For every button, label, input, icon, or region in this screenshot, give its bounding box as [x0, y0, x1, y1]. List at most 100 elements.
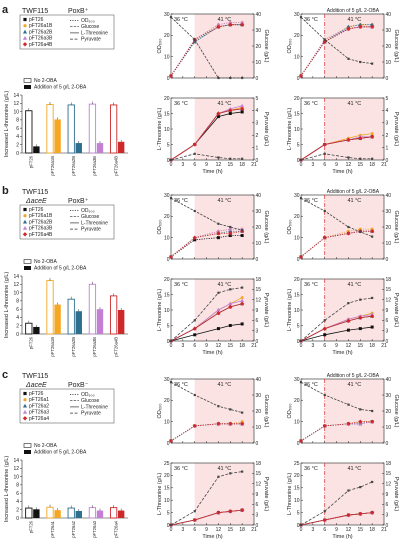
panel-a-top-right_panel-ytick-right-label: 0: [386, 76, 389, 82]
panel-b-top-left_panel-temp-low-label: 36 °C: [174, 198, 188, 204]
panel-a-bottom-left_panel-ytick-right-label: 1: [256, 145, 259, 151]
panel-a-top-right_panel-series-4-point: [370, 24, 375, 29]
panel-a-bottom-left_panel-xlabel: Time (h): [202, 169, 222, 175]
panel-a-top-right_panel-series-4-line: [300, 26, 373, 77]
panel-a-bottom-left_panel-temp-low-label: 36 °C: [174, 101, 188, 107]
panel-b-bottom-right_panel-series-4-point: [358, 315, 363, 320]
panel-c-top-left_panel-series-4-point: [192, 423, 197, 429]
panel-b-top-left_panel-heat-region: [194, 195, 254, 259]
panel-b-top-left_panel-aux-point: [193, 209, 196, 213]
panel-a-bottom-left_panel-aux-point: [193, 152, 196, 155]
panel-c-legend-strain-0: pFT26: [29, 391, 44, 397]
panel-a-top-right_panel-ytick-right-label: 40: [386, 12, 392, 18]
panel-c-bottom-right_panel-ytick-left-label: 0: [297, 523, 300, 529]
panel-c-bottom-right_panel-xtick-label: 9: [335, 527, 338, 533]
panel-a-bottom-right_panel-aux-point: [359, 157, 362, 160]
panel-a-bars-bar-oba-1: [54, 119, 61, 153]
panel-b-bars-category-label-1: pFT26a1B: [50, 337, 55, 357]
panel-a-top-right_panel-series-4-point: [346, 26, 351, 32]
panel-c-bottom-right_panel-xtick-label: 0: [300, 527, 303, 533]
panel-c-top-left_panel-series-1-line: [170, 421, 243, 442]
panel-b-legend-phenotype: PoxB⁺: [68, 198, 89, 205]
panel-a-bottom-left_panel-ytick-right-label: 4: [256, 108, 259, 114]
panel-b-legend-strain-4: pFT26a4B: [29, 232, 53, 238]
panel-a-bottom-left_panel-ytick-left-label: 20: [164, 96, 170, 102]
panel-c-top-right_panel-series-4-point: [346, 421, 351, 426]
panel-c-bottom-left_panel-xlabel: Time (h): [202, 534, 222, 540]
panel-a-bottom-left_panel-ytick-right-label: 2: [256, 133, 259, 139]
panel-b-bottom-left_panel-aux-point: [217, 291, 220, 294]
panel-a-top-right_panel-aux-point: [359, 60, 362, 64]
panel-a-bars-ytick-label: 10: [13, 109, 19, 115]
panel-c-top-right_panel-aux-point: [359, 408, 362, 411]
panel-a-top-left_panel-temp-low-label: 36 °C: [174, 17, 188, 23]
panel-a-bars-category-label-3: pFT26a3B: [92, 156, 97, 176]
panel-a-top-left_panel-aux-point: [241, 76, 244, 80]
panel-c-legend-curve-0: OD₆₀₀: [81, 392, 95, 398]
panel-b-bottom-right_panel-ytick-right-label: 9: [386, 308, 389, 314]
panel-a-bars-ylabel: Increased L-threonine (g/L): [4, 91, 10, 158]
panel-b-bottom-left_panel-series-4-point: [228, 304, 233, 309]
panel-a-top-left_panel-series-4-point: [240, 22, 245, 27]
panel-c-bottom-right_panel-series-4-point: [322, 517, 327, 523]
panel-a-bars-ytick-label: 14: [13, 93, 19, 99]
panel-c-top-right_panel-temp-low-label: 36 °C: [304, 382, 318, 388]
panel-c-bottom-left_panel-ytick-right-label: 12: [256, 481, 262, 487]
panel-b-top-left_panel-series-2-point: [228, 229, 233, 233]
panel-c-bottom-right_panel-temp-high-label: 41 °C: [347, 466, 361, 472]
panel-b-bottom-left_panel-ytick-left-label: 15: [164, 292, 170, 298]
panel-b-bottom-left_panel-xtick-label: 6: [193, 343, 196, 349]
panel-a-bottom-right_panel-ytick-right-label: 2: [386, 133, 389, 139]
panel-c-bottom-left_panel-aux-point: [217, 475, 220, 478]
panel-b-top-right_panel-ytick-right-label: 40: [386, 193, 392, 199]
panel-a-bottom-left_panel-xtick-label: 9: [205, 162, 208, 168]
panel-a-bottom-left_panel-ylabel-left: L-Threonine (g/L): [157, 108, 163, 151]
panel-b-top-right_panel-series-1-point: [370, 227, 374, 231]
panel-c-bottom-right_panel-ytick-left-label: 25: [294, 461, 300, 467]
panel-c-bars-ylabel: Increased L-threonine (g/L): [4, 456, 10, 523]
panel-a-bottom-right_panel-heat-region: [324, 98, 384, 160]
panel-b-top-left_panel-aux-point: [217, 222, 220, 225]
panel-c-bars-ytick-label: 6: [16, 491, 19, 497]
panel-c-legend-curve-1: Glucose: [81, 398, 100, 404]
panel-c-bottom-left_panel-xtick-label: 12: [216, 527, 222, 533]
panel-a-legend-curve-1: Glucose: [81, 24, 100, 30]
panel-c-top-left_panel-ylabel-right: Glucose (g/L): [263, 394, 269, 427]
panel-b-top-left_panel-series-4-point: [168, 254, 174, 259]
panel-a-bottom-right_panel-aux-point: [347, 156, 350, 159]
panel-a-bars-bar-no-oba-1: [46, 104, 54, 154]
panel-c-bottom-left_panel-temp-low-label: 36 °C: [174, 466, 188, 472]
panel-a-top-left_panel-ylabel-left: OD₆₀₀: [157, 38, 163, 53]
panel-c-bottom-right_panel-ytick-right-label: 15: [386, 471, 392, 477]
panel-b-bottom-left_panel-aux-point: [241, 286, 244, 289]
panel-b-bottom-left_panel-ylabel-right: Pyruvate (g/L): [263, 293, 269, 328]
panel-c-bottom-right_panel-ytick-right-label: 3: [386, 512, 389, 518]
panel-c-top-right_panel-ytick-left-label: 0: [297, 441, 300, 447]
panel-c-bottom-left_panel-xtick-label: 0: [170, 527, 173, 533]
panel-c-top-right_panel-aux-point: [371, 409, 374, 413]
panel-a-bars-bar-oba-4: [118, 141, 125, 153]
panel-c-top-left_panel-aux-point: [217, 405, 220, 408]
panel-b-top-left_panel-ytick-left-label: 0: [167, 257, 170, 263]
panel-a-bottom-left_panel-series-0-point: [240, 110, 244, 114]
panel-a-top-left_panel-ytick-right-label: 30: [256, 28, 262, 34]
panel-c-bottom-left_panel-aux-point: [193, 510, 196, 513]
panel-b-top-left_panel-series-4-point: [228, 231, 233, 236]
panel-c-top-left_panel-temp-high-label: 41 °C: [217, 382, 231, 388]
panel-c-legend-curve-2: L-Threonine: [81, 404, 108, 410]
panel-b-bottom-right_panel-ytick-right-label: 0: [386, 339, 389, 345]
panel-b-bottom-left_panel-aux-point: [193, 319, 196, 322]
panel-c-bars-bar-oba-3: [96, 510, 104, 518]
panel-b-bottom-left_panel-ytick-right-label: 12: [256, 297, 262, 303]
panel-a-top-right_panel-ytick-left-label: 20: [294, 33, 300, 39]
panel-a-legend-marker-2: [22, 29, 28, 34]
panel-b-bars-bar-oba-3: [96, 309, 104, 334]
panel-a-top-right_panel-series-4-point: [358, 24, 363, 29]
panel-a-bottom-left_panel-series-4-point: [240, 106, 245, 111]
panel-a-bottom-left_panel-series-4-point: [228, 108, 233, 113]
panel-a-bars-ytick-label: 12: [13, 101, 19, 107]
panel-c-bottom-right_panel-xtick-label: 6: [323, 527, 326, 533]
panel-b-bottom-left_panel-xlabel: Time (h): [202, 350, 222, 356]
panel-a-bottom-right_panel-series-4-point: [346, 137, 351, 142]
panel-b-bottom-right_panel-ytick-right-label: 3: [386, 328, 389, 334]
